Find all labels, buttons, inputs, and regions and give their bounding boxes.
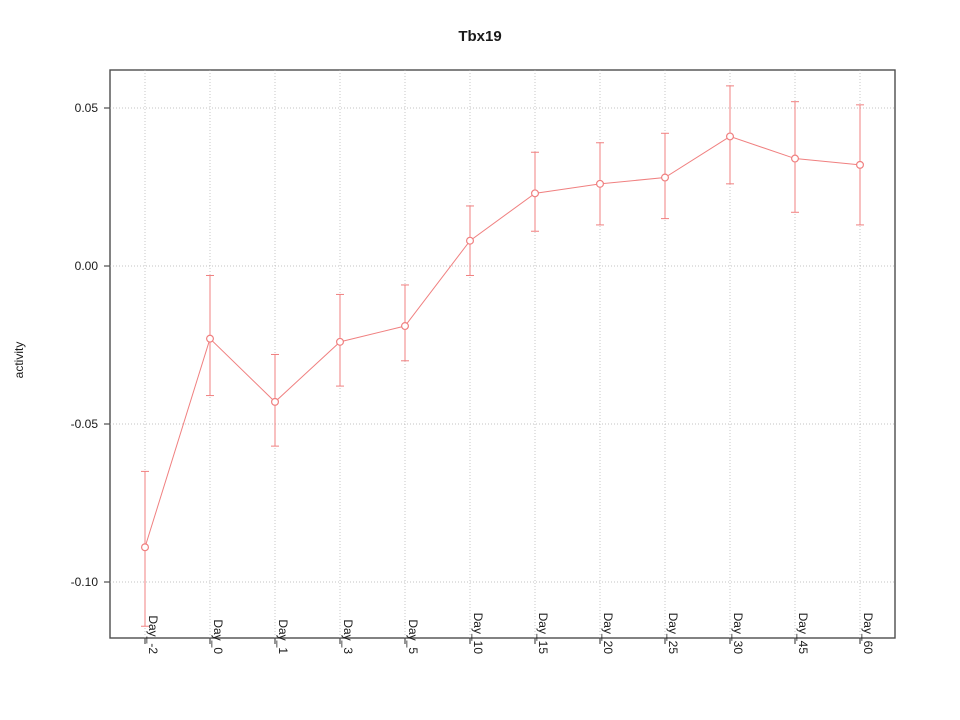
data-point-Day_5[interactable] xyxy=(402,323,409,330)
x-tick-label-3[interactable]: Day_3 xyxy=(341,619,355,654)
data-point-Day_45[interactable] xyxy=(792,155,799,162)
data-point-Day_-2[interactable] xyxy=(142,544,149,551)
data-point-Day_60[interactable] xyxy=(857,161,864,168)
chart-container: Tbx19 activity 0.05 0.00 -0.05 -0.10 Day_-2 D… xyxy=(0,0,960,720)
x-tick-label-0[interactable]: Day_-2 xyxy=(146,615,160,654)
x-tick-label-4[interactable]: Day_5 xyxy=(406,619,420,654)
data-point-Day_15[interactable] xyxy=(532,190,539,197)
x-tick-label-2[interactable]: Day_1 xyxy=(276,619,290,654)
chart-svg: 0.05 0.00 -0.05 -0.10 Day_-2 Day_0 Day_1 Day_3 D… xyxy=(0,0,960,720)
x-tick-label-9[interactable]: Day_30 xyxy=(731,613,745,655)
data-point-Day_20[interactable] xyxy=(597,180,604,187)
y-tick-label-2: -0.05 xyxy=(71,417,99,431)
x-tick-label-11[interactable]: Day_60 xyxy=(861,613,875,655)
x-tick-label-7[interactable]: Day_20 xyxy=(601,613,615,655)
y-tick-label-0: 0.05 xyxy=(75,101,99,115)
data-point-Day_3[interactable] xyxy=(337,338,344,345)
data-point-Day_25[interactable] xyxy=(662,174,669,181)
y-tick-label-3: -0.10 xyxy=(71,575,99,589)
data-point-Day_30[interactable] xyxy=(727,133,734,140)
plot-border xyxy=(110,70,895,638)
x-tick-label-1[interactable]: Day_0 xyxy=(211,619,225,654)
x-tick-label-10[interactable]: Day_45 xyxy=(796,613,810,655)
data-point-Day_1[interactable] xyxy=(272,398,279,405)
y-tick-label-1: 0.00 xyxy=(75,259,99,273)
x-tick-label-6[interactable]: Day_15 xyxy=(536,613,550,655)
data-point-Day_10[interactable] xyxy=(467,237,474,244)
x-tick-label-8[interactable]: Day_25 xyxy=(666,613,680,655)
x-tick-label-5[interactable]: Day_10 xyxy=(471,613,485,655)
data-point-Day_0[interactable] xyxy=(207,335,214,342)
activity-line-series[interactable] xyxy=(145,136,860,547)
